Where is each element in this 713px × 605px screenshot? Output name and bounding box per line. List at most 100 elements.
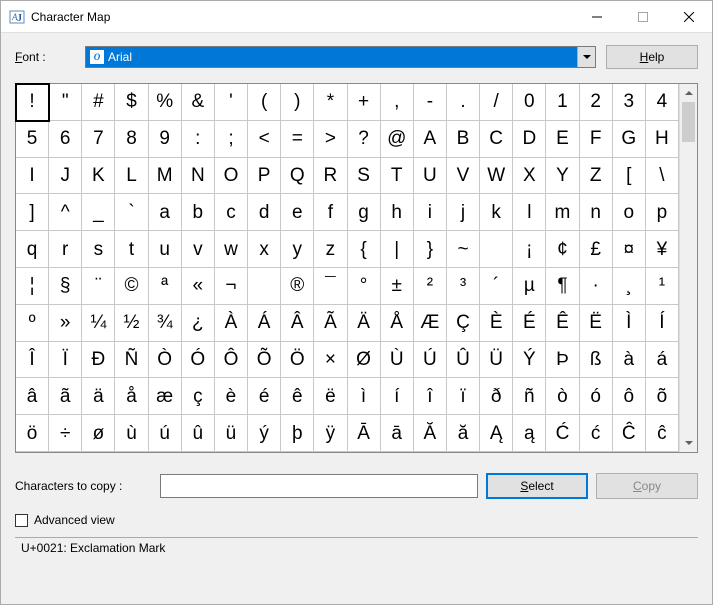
character-cell[interactable]: ­ — [248, 268, 281, 305]
character-cell[interactable]: O — [215, 158, 248, 195]
character-cell[interactable]: q — [16, 231, 49, 268]
character-cell[interactable]: Ä — [348, 305, 381, 342]
character-cell[interactable]: 8 — [115, 121, 148, 158]
character-cell[interactable]: T — [381, 158, 414, 195]
character-cell[interactable]: , — [381, 84, 414, 121]
character-cell[interactable]: Ð — [82, 342, 115, 379]
character-cell[interactable]: ~ — [447, 231, 480, 268]
character-cell[interactable]: ö — [16, 415, 49, 452]
character-cell[interactable]: ¾ — [149, 305, 182, 342]
character-cell[interactable]: ´ — [480, 268, 513, 305]
character-cell[interactable]: F — [580, 121, 613, 158]
scrollbar-vertical[interactable] — [679, 84, 697, 452]
character-cell[interactable]: Ô — [215, 342, 248, 379]
character-cell[interactable]: ï — [447, 378, 480, 415]
character-cell[interactable]: . — [447, 84, 480, 121]
character-cell[interactable]: N — [182, 158, 215, 195]
character-cell[interactable]: Â — [281, 305, 314, 342]
character-cell[interactable]: i — [414, 194, 447, 231]
character-cell[interactable]: U — [414, 158, 447, 195]
character-cell[interactable]: ] — [16, 194, 49, 231]
character-cell[interactable]: ² — [414, 268, 447, 305]
character-cell[interactable]: ° — [348, 268, 381, 305]
character-cell[interactable]: l — [513, 194, 546, 231]
character-cell[interactable]: õ — [646, 378, 679, 415]
character-cell[interactable] — [480, 231, 513, 268]
character-cell[interactable]: K — [82, 158, 115, 195]
character-cell[interactable]: ¥ — [646, 231, 679, 268]
character-cell[interactable]: ? — [348, 121, 381, 158]
character-cell[interactable]: M — [149, 158, 182, 195]
character-cell[interactable]: Ê — [546, 305, 579, 342]
character-cell[interactable]: û — [182, 415, 215, 452]
character-cell[interactable]: Ç — [447, 305, 480, 342]
character-cell[interactable]: ò — [546, 378, 579, 415]
character-cell[interactable]: ć — [580, 415, 613, 452]
character-cell[interactable]: = — [281, 121, 314, 158]
character-cell[interactable]: ¨ — [82, 268, 115, 305]
scroll-up-arrow[interactable] — [680, 84, 697, 102]
character-cell[interactable]: > — [314, 121, 347, 158]
character-cell[interactable]: 6 — [49, 121, 82, 158]
character-cell[interactable]: ß — [580, 342, 613, 379]
character-cell[interactable]: % — [149, 84, 182, 121]
character-cell[interactable]: È — [480, 305, 513, 342]
character-cell[interactable]: Ĉ — [613, 415, 646, 452]
character-cell[interactable]: _ — [82, 194, 115, 231]
character-cell[interactable]: g — [348, 194, 381, 231]
character-cell[interactable]: r — [49, 231, 82, 268]
character-cell[interactable]: Ö — [281, 342, 314, 379]
character-cell[interactable]: Ā — [348, 415, 381, 452]
character-cell[interactable]: ç — [182, 378, 215, 415]
character-cell[interactable]: Æ — [414, 305, 447, 342]
character-cell[interactable]: © — [115, 268, 148, 305]
character-cell[interactable]: ; — [215, 121, 248, 158]
character-cell[interactable]: ã — [49, 378, 82, 415]
character-cell[interactable]: ) — [281, 84, 314, 121]
character-cell[interactable]: ā — [381, 415, 414, 452]
character-cell[interactable]: Ì — [613, 305, 646, 342]
character-cell[interactable]: ì — [348, 378, 381, 415]
scroll-thumb[interactable] — [682, 102, 695, 142]
character-cell[interactable]: ê — [281, 378, 314, 415]
character-cell[interactable]: ± — [381, 268, 414, 305]
character-cell[interactable]: S — [348, 158, 381, 195]
character-cell[interactable]: \ — [646, 158, 679, 195]
character-cell[interactable]: ý — [248, 415, 281, 452]
character-cell[interactable]: à — [613, 342, 646, 379]
character-cell[interactable]: ô — [613, 378, 646, 415]
character-cell[interactable]: ð — [480, 378, 513, 415]
character-cell[interactable]: E — [546, 121, 579, 158]
character-cell[interactable]: è — [215, 378, 248, 415]
character-cell[interactable]: Ă — [414, 415, 447, 452]
character-cell[interactable]: ` — [115, 194, 148, 231]
character-cell[interactable]: Í — [646, 305, 679, 342]
character-cell[interactable]: c — [215, 194, 248, 231]
character-cell[interactable]: e — [281, 194, 314, 231]
character-cell[interactable]: ¿ — [182, 305, 215, 342]
character-cell[interactable]: 4 — [646, 84, 679, 121]
character-cell[interactable]: t — [115, 231, 148, 268]
character-cell[interactable]: u — [149, 231, 182, 268]
character-cell[interactable]: ø — [82, 415, 115, 452]
character-cell[interactable]: ¹ — [646, 268, 679, 305]
character-cell[interactable]: ¬ — [215, 268, 248, 305]
character-cell[interactable]: Õ — [248, 342, 281, 379]
character-cell[interactable]: D — [513, 121, 546, 158]
character-cell[interactable]: î — [414, 378, 447, 415]
character-cell[interactable]: Y — [546, 158, 579, 195]
minimize-button[interactable] — [574, 1, 620, 32]
character-cell[interactable]: z — [314, 231, 347, 268]
character-cell[interactable]: « — [182, 268, 215, 305]
character-cell[interactable]: A — [414, 121, 447, 158]
character-cell[interactable]: á — [646, 342, 679, 379]
character-cell[interactable]: X — [513, 158, 546, 195]
scroll-down-arrow[interactable] — [680, 434, 697, 452]
character-cell[interactable]: é — [248, 378, 281, 415]
character-cell[interactable]: ä — [82, 378, 115, 415]
close-button[interactable] — [666, 1, 712, 32]
character-cell[interactable]: ú — [149, 415, 182, 452]
character-cell[interactable]: j — [447, 194, 480, 231]
character-cell[interactable]: 2 — [580, 84, 613, 121]
character-cell[interactable]: Å — [381, 305, 414, 342]
